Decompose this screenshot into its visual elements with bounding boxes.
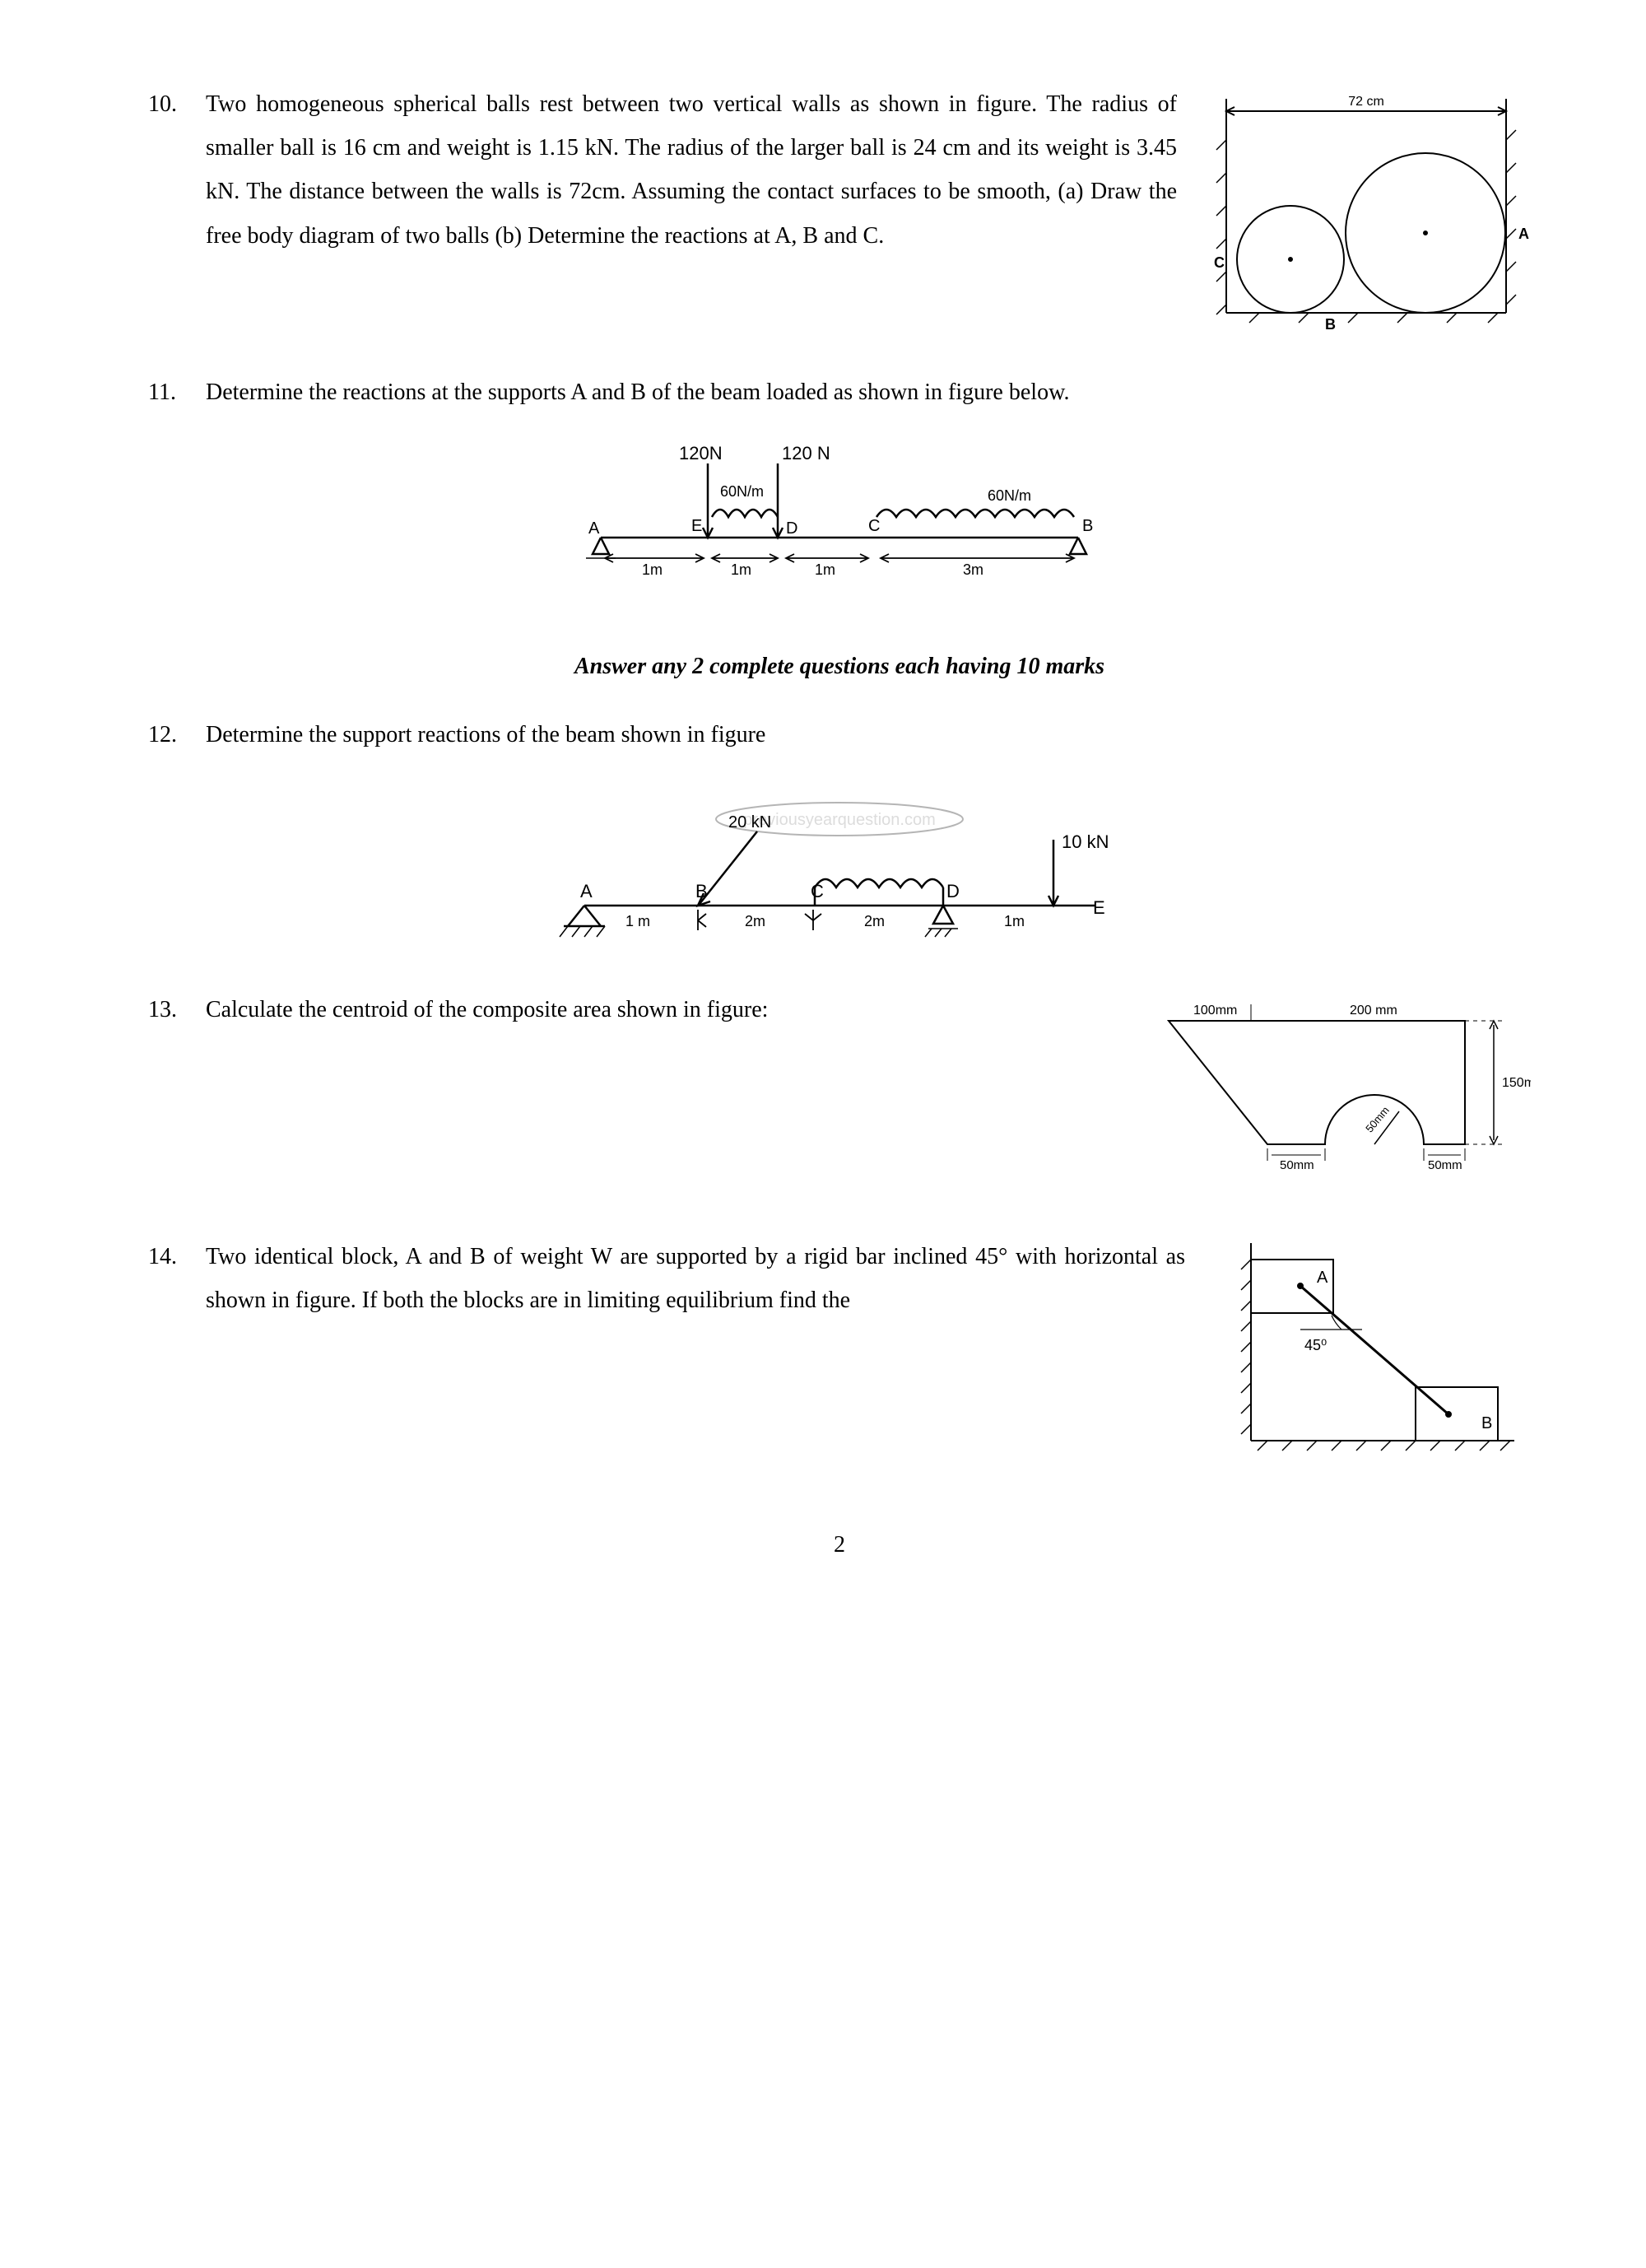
svg-text:C: C — [1214, 254, 1225, 271]
svg-text:1 m: 1 m — [625, 913, 650, 929]
svg-text:10 kN: 10 kN — [1062, 831, 1109, 852]
svg-text:150mm: 150mm — [1502, 1076, 1531, 1090]
question-number: 11. — [148, 370, 206, 414]
svg-text:1m: 1m — [731, 561, 751, 578]
svg-text:C: C — [811, 881, 824, 901]
svg-text:60N/m: 60N/m — [720, 483, 764, 500]
question-11: 11. Determine the reactions at the suppo… — [148, 370, 1531, 414]
question-body: Determine the reactions at the supports … — [206, 370, 1531, 414]
question-text: Calculate the centroid of the composite … — [206, 997, 768, 1022]
figure-q10-balls: 72 cm — [1193, 82, 1531, 338]
svg-text:200 mm: 200 mm — [1350, 1004, 1397, 1018]
question-number: 12. — [148, 713, 206, 757]
svg-text:A: A — [1317, 1269, 1328, 1287]
figure-q12-beam: previousyearquestion.com 20 kN 10 kN — [518, 782, 1160, 971]
figure-q14-blocks: A B 45⁰ — [1202, 1235, 1531, 1465]
question-13: 13. 100mm 200 mm 150mm — [148, 988, 1531, 1185]
question-text: Two homogeneous spherical balls rest bet… — [206, 91, 1177, 249]
question-body: 72 cm — [206, 82, 1531, 346]
svg-text:A: A — [588, 519, 600, 538]
svg-text:A: A — [580, 881, 593, 901]
svg-text:1m: 1m — [815, 561, 835, 578]
question-number: 14. — [148, 1235, 206, 1474]
question-number: 10. — [148, 82, 206, 346]
question-text: Determine the reactions at the supports … — [206, 380, 1069, 405]
svg-text:E: E — [1093, 897, 1105, 918]
question-body: Determine the support reactions of the b… — [206, 713, 1531, 757]
svg-text:1m: 1m — [642, 561, 663, 578]
figure-q11-beam: 120N 120 N 60N/m 60N/m A E D C B 1m 1m — [551, 439, 1128, 612]
svg-text:1m: 1m — [1004, 913, 1025, 929]
question-14: 14. — [148, 1235, 1531, 1474]
svg-text:A: A — [1518, 226, 1529, 242]
question-text: Two identical block, A and B of weight W… — [206, 1244, 1185, 1313]
page-number: 2 — [148, 1523, 1531, 1567]
svg-text:72 cm: 72 cm — [1348, 95, 1384, 109]
svg-text:50mm: 50mm — [1363, 1104, 1392, 1134]
svg-text:B: B — [1325, 316, 1336, 333]
svg-text:3m: 3m — [963, 561, 983, 578]
svg-text:B: B — [1481, 1414, 1492, 1432]
svg-text:50mm: 50mm — [1280, 1158, 1314, 1172]
svg-text:120 N: 120 N — [782, 443, 830, 463]
question-body: A B 45⁰ Two identical block, A and B of … — [206, 1235, 1531, 1474]
svg-text:100mm: 100mm — [1193, 1004, 1237, 1018]
svg-text:previousyearquestion.com: previousyearquestion.com — [743, 811, 935, 829]
svg-text:B: B — [1082, 517, 1093, 535]
svg-text:120N: 120N — [679, 443, 723, 463]
section-heading: Answer any 2 complete questions each hav… — [148, 645, 1531, 688]
svg-text:C: C — [868, 517, 880, 535]
svg-text:45⁰: 45⁰ — [1304, 1337, 1327, 1353]
svg-text:20 kN: 20 kN — [728, 813, 771, 831]
svg-text:E: E — [691, 517, 702, 535]
svg-text:B: B — [695, 881, 708, 901]
svg-text:2m: 2m — [864, 913, 885, 929]
question-body: 100mm 200 mm 150mm 50mm 50mm 50mm — [206, 988, 1531, 1185]
question-10: 10. 72 cm — [148, 82, 1531, 346]
question-number: 13. — [148, 988, 206, 1185]
svg-text:D: D — [946, 881, 960, 901]
question-text: Determine the support reactions of the b… — [206, 722, 765, 747]
question-12: 12. Determine the support reactions of t… — [148, 713, 1531, 757]
svg-text:50mm: 50mm — [1428, 1158, 1462, 1172]
figure-q13-composite: 100mm 200 mm 150mm 50mm 50mm 50mm — [1119, 988, 1531, 1177]
svg-text:D: D — [786, 519, 797, 538]
svg-text:60N/m: 60N/m — [988, 487, 1031, 504]
svg-text:2m: 2m — [745, 913, 765, 929]
